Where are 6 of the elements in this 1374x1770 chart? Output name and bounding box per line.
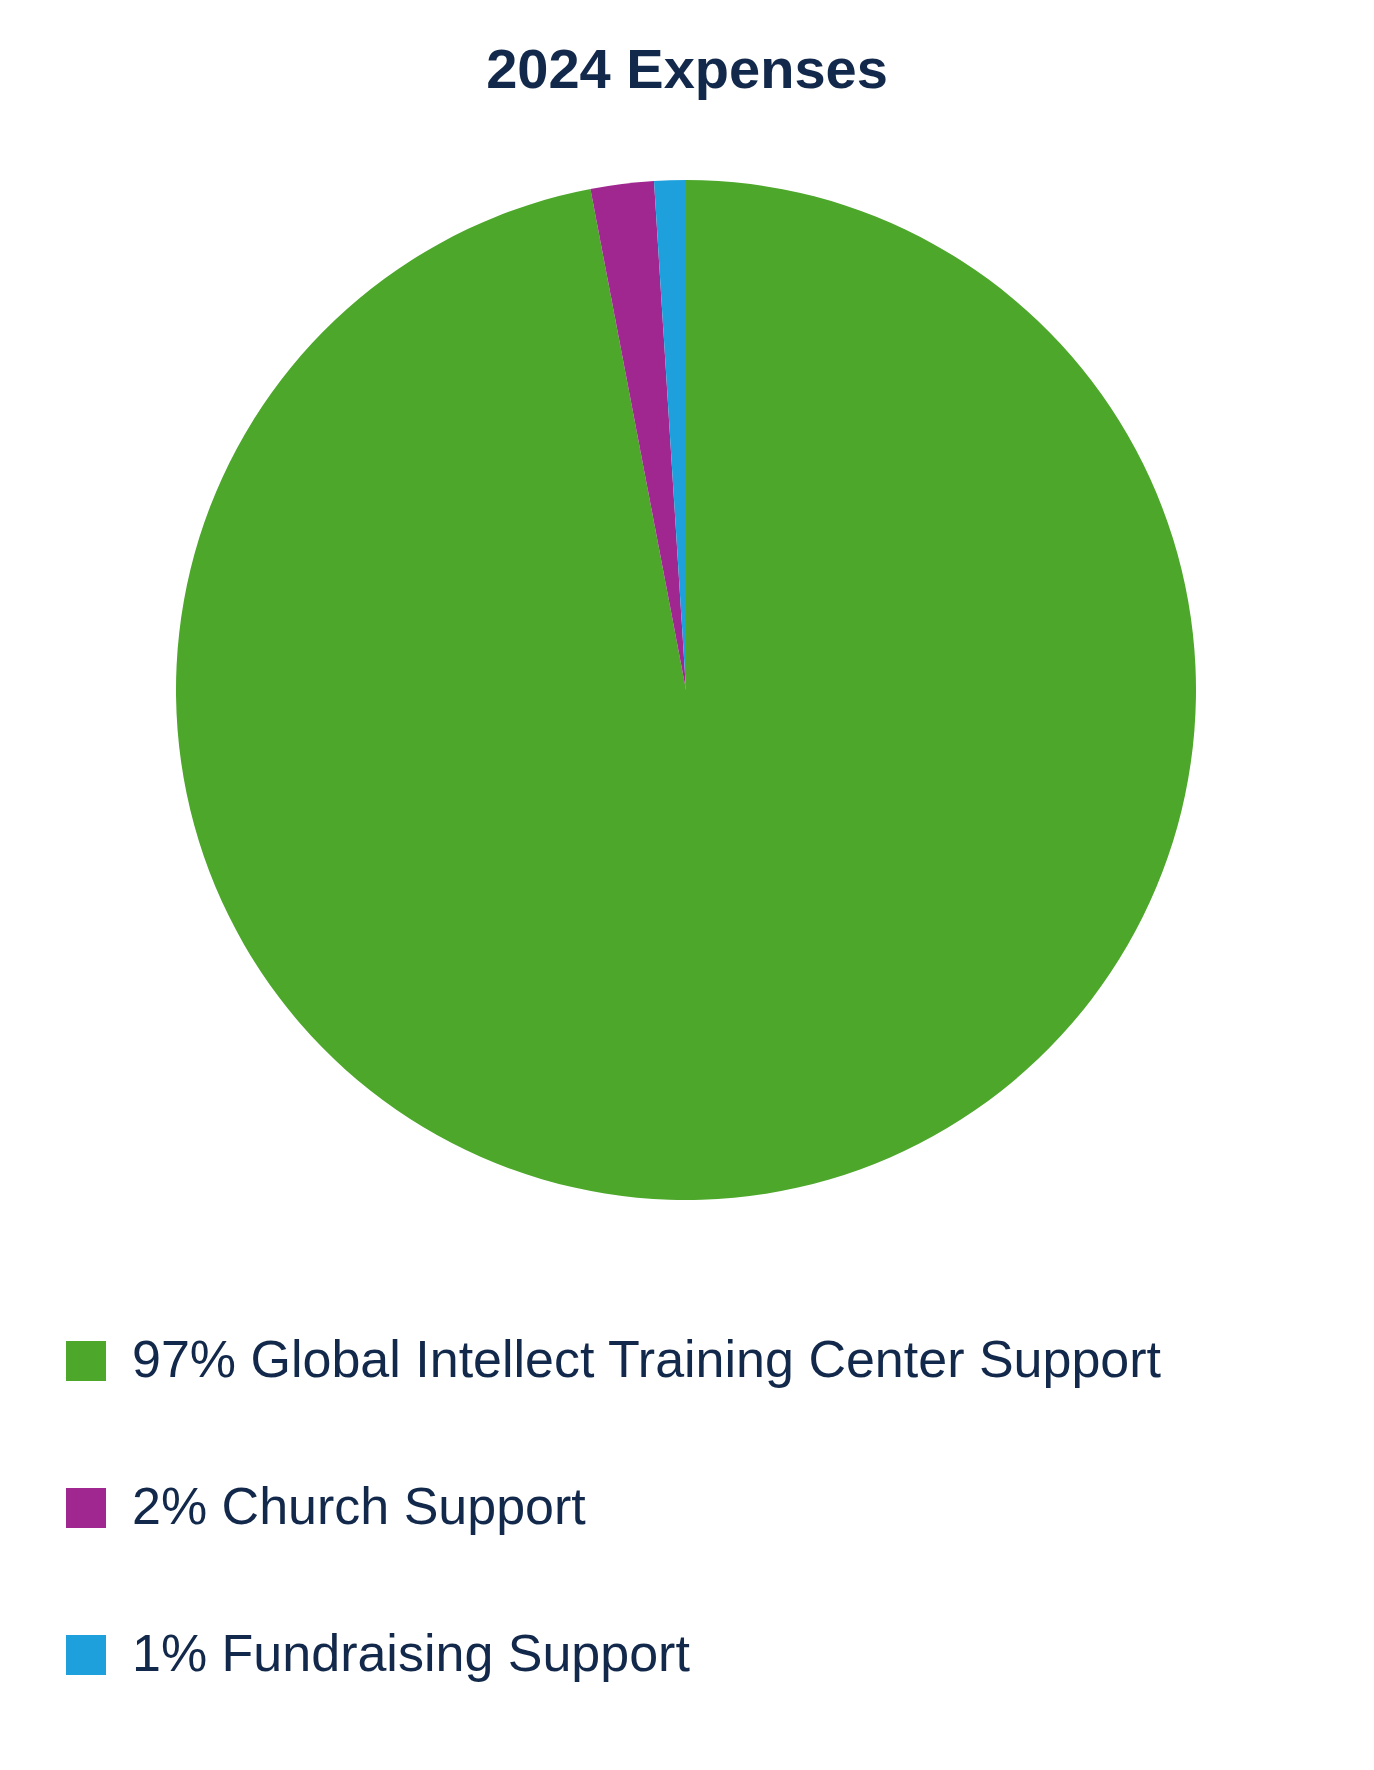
legend-label: 2% Church Support [132, 1477, 587, 1535]
pie-slice [176, 180, 1196, 1200]
legend-label: 97% Global Intellect Training Center Support [132, 1330, 1162, 1388]
legend-label: 1% Fundraising Support [132, 1624, 691, 1682]
chart-title: 2024 Expenses [486, 37, 888, 100]
pie-slice [590, 181, 686, 690]
